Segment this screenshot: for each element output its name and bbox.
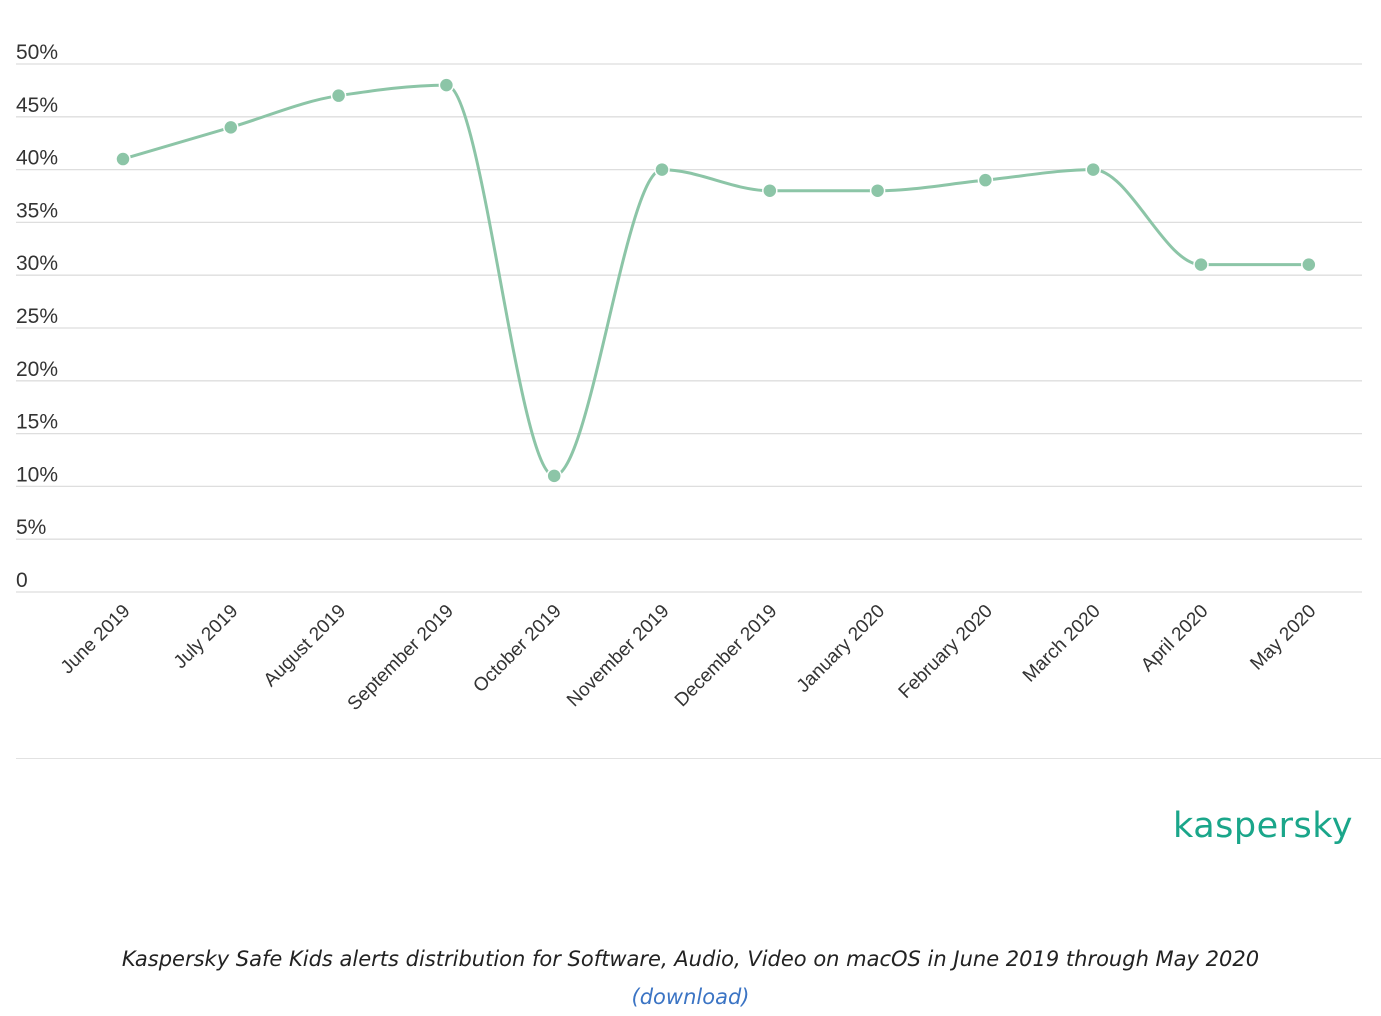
grid-lines xyxy=(16,63,1362,593)
x-tick-label: March 2020 xyxy=(1019,601,1105,687)
data-point[interactable] xyxy=(438,77,455,93)
data-point[interactable] xyxy=(223,119,239,136)
data-points xyxy=(115,77,1317,484)
y-tick-label: 30% xyxy=(16,252,58,275)
kaspersky-logo: kaspersky xyxy=(1173,806,1353,846)
y-tick-label: 5% xyxy=(16,516,46,539)
data-point[interactable] xyxy=(1301,256,1317,273)
divider xyxy=(16,758,1381,759)
line-chart: 0 5% 10% 15% 20% 25% 30% 35% 40% 45% 50% June 2019… xyxy=(16,41,1362,715)
y-tick-label: 15% xyxy=(16,411,58,434)
series-line-layer xyxy=(122,83,1309,478)
x-tick-label: September 2019 xyxy=(344,601,458,715)
x-tick-label: January 2020 xyxy=(793,601,889,697)
y-axis-ticks: 0 5% 10% 15% 20% 25% 30% 35% 40% 45% 50% xyxy=(16,41,58,592)
x-tick-label: June 2019 xyxy=(57,601,135,679)
chart-caption: Kaspersky Safe Kids alerts distribution … xyxy=(0,940,1381,1016)
data-point[interactable] xyxy=(762,182,778,199)
data-point[interactable] xyxy=(1193,256,1209,273)
x-tick-label: February 2020 xyxy=(895,601,997,703)
data-point[interactable] xyxy=(869,182,886,199)
data-point[interactable] xyxy=(654,161,670,178)
y-tick-label: 25% xyxy=(16,305,58,328)
download-link[interactable]: (download) xyxy=(631,985,750,1009)
y-tick-label: 35% xyxy=(16,199,58,222)
y-tick-label: 20% xyxy=(16,358,58,381)
caption-text: Kaspersky Safe Kids alerts distribution … xyxy=(121,947,1260,971)
y-tick-label: 45% xyxy=(16,94,58,117)
series-line xyxy=(122,83,1309,478)
x-tick-label: April 2020 xyxy=(1137,601,1212,676)
data-point[interactable] xyxy=(1085,161,1101,178)
x-tick-label: July 2019 xyxy=(170,601,242,673)
data-point[interactable] xyxy=(330,87,347,104)
x-tick-label: October 2019 xyxy=(469,601,565,697)
x-tick-label: August 2019 xyxy=(260,601,350,691)
y-tick-label: 50% xyxy=(16,41,58,64)
x-tick-label: May 2020 xyxy=(1246,601,1320,675)
data-point[interactable] xyxy=(546,468,562,484)
x-tick-label: November 2019 xyxy=(563,601,673,711)
y-tick-label: 0 xyxy=(16,569,28,592)
data-point[interactable] xyxy=(977,172,994,188)
y-tick-label: 10% xyxy=(16,463,58,486)
data-point[interactable] xyxy=(115,151,131,167)
y-tick-label: 40% xyxy=(16,147,58,170)
x-tick-label: December 2019 xyxy=(671,601,781,711)
